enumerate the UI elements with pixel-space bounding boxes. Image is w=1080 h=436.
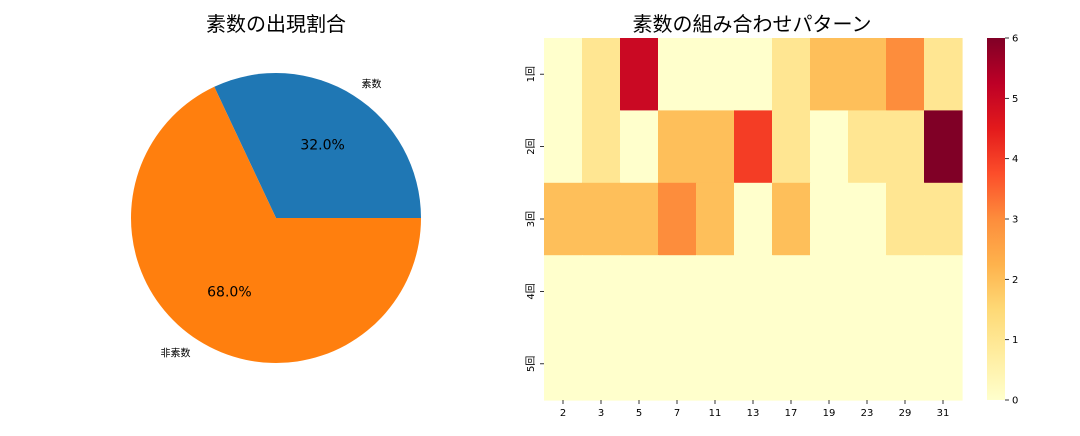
pie-slice bbox=[214, 73, 421, 218]
heatmap-cell bbox=[810, 182, 849, 256]
heatmap-cell bbox=[772, 110, 811, 184]
heatmap-cell bbox=[810, 255, 849, 329]
heatmap-cell bbox=[810, 327, 849, 401]
heatmap-cell bbox=[620, 38, 659, 111]
heatmap-cell bbox=[772, 38, 811, 111]
pie-title: 素数の出現割合 bbox=[206, 12, 346, 36]
heatmap-cell bbox=[924, 110, 963, 184]
heatmap-cell bbox=[544, 38, 583, 111]
heatmap-cell bbox=[696, 110, 735, 184]
x-tick-label: 23 bbox=[861, 408, 874, 419]
heatmap-cell bbox=[772, 182, 811, 256]
heatmap-cell bbox=[810, 38, 849, 111]
heatmap-cell bbox=[734, 255, 773, 329]
y-tick-label: 4回 bbox=[525, 283, 537, 299]
heatmap-cell bbox=[810, 110, 849, 184]
heatmap-cell bbox=[544, 182, 583, 256]
x-tick-label: 2 bbox=[560, 408, 566, 419]
heatmap-cell bbox=[848, 38, 887, 111]
heatmap-cell bbox=[582, 38, 621, 111]
heatmap-cell bbox=[582, 110, 621, 184]
pie-category-label: 非素数 bbox=[161, 347, 191, 360]
heatmap-cell bbox=[772, 255, 811, 329]
x-tick-label: 11 bbox=[709, 408, 722, 419]
x-tick-label: 17 bbox=[785, 408, 798, 419]
heatmap-cell bbox=[886, 255, 925, 329]
heatmap-cell bbox=[696, 182, 735, 256]
colorbar-tick-label: 5 bbox=[1012, 94, 1018, 105]
heatmap-cell bbox=[620, 182, 659, 256]
y-tick-label: 2回 bbox=[525, 138, 537, 154]
pie-percent-label: 68.0% bbox=[207, 284, 251, 300]
heatmap-cell bbox=[924, 38, 963, 111]
heatmap-cell bbox=[848, 255, 887, 329]
heatmap-cell bbox=[886, 38, 925, 111]
heatmap-chart: 素数の組み合わせパターン 2 3 5 7 11 13 17 19 23 29 31 1回2回3回4回… bbox=[525, 12, 963, 419]
pie-percent-label: 32.0% bbox=[300, 138, 344, 154]
x-tick-label: 31 bbox=[937, 408, 950, 419]
heatmap-cell bbox=[848, 182, 887, 256]
heatmap-cell bbox=[886, 182, 925, 256]
heatmap-cell bbox=[658, 255, 697, 329]
pie-category-label: 素数 bbox=[361, 77, 381, 90]
x-tick-label: 29 bbox=[899, 408, 912, 419]
colorbar-tick-label: 0 bbox=[1012, 396, 1018, 407]
heatmap-cell bbox=[924, 327, 963, 401]
x-tick-label: 3 bbox=[598, 408, 604, 419]
heatmap-cell bbox=[658, 327, 697, 401]
heatmap-cell bbox=[886, 110, 925, 184]
heatmap-cell bbox=[924, 255, 963, 329]
heatmap-cell bbox=[886, 327, 925, 401]
heatmap-cell bbox=[658, 110, 697, 184]
heatmap-cell bbox=[544, 327, 583, 401]
x-tick-label: 7 bbox=[674, 408, 680, 419]
heatmap-cell bbox=[696, 255, 735, 329]
heatmap-cell bbox=[544, 255, 583, 329]
heatmap-cell bbox=[582, 255, 621, 329]
heatmap-cell bbox=[696, 38, 735, 111]
y-tick-label: 5回 bbox=[525, 356, 537, 372]
heatmap-cell bbox=[734, 182, 773, 256]
x-tick-label: 19 bbox=[823, 408, 836, 419]
heatmap-cell bbox=[620, 110, 659, 184]
heatmap-cell bbox=[772, 327, 811, 401]
colorbar-gradient bbox=[987, 38, 1005, 400]
heatmap-cell bbox=[734, 110, 773, 184]
colorbar-tick-label: 2 bbox=[1012, 275, 1018, 286]
pie-chart: 素数の出現割合 素数 32.0% 非素数 68.0% bbox=[131, 12, 421, 363]
heatmap-cell bbox=[544, 110, 583, 184]
heatmap-cell bbox=[620, 327, 659, 401]
heatmap-cell bbox=[848, 327, 887, 401]
colorbar-tick-label: 4 bbox=[1012, 154, 1018, 165]
heatmap-cell bbox=[658, 38, 697, 111]
colorbar-tick-label: 1 bbox=[1012, 335, 1018, 346]
pie-slice bbox=[131, 86, 421, 363]
heatmap-cell bbox=[696, 327, 735, 401]
heatmap-title: 素数の組み合わせパターン bbox=[633, 12, 872, 36]
heatmap-cell bbox=[582, 327, 621, 401]
heatmap-cell bbox=[658, 182, 697, 256]
heatmap-cell bbox=[582, 182, 621, 256]
x-tick-label: 5 bbox=[636, 408, 642, 419]
heatmap-cell bbox=[620, 255, 659, 329]
heatmap-cell bbox=[734, 38, 773, 111]
colorbar-tick-label: 6 bbox=[1012, 34, 1018, 45]
heatmap-cell bbox=[924, 182, 963, 256]
y-tick-label: 3回 bbox=[525, 211, 537, 227]
heatmap-cell bbox=[848, 110, 887, 184]
colorbar-tick-label: 3 bbox=[1012, 215, 1018, 226]
colorbar: 0 1 2 3 4 5 6 bbox=[987, 34, 1018, 407]
y-tick-label: 1回 bbox=[525, 66, 537, 82]
heatmap-cell bbox=[734, 327, 773, 401]
x-tick-label: 13 bbox=[747, 408, 760, 419]
